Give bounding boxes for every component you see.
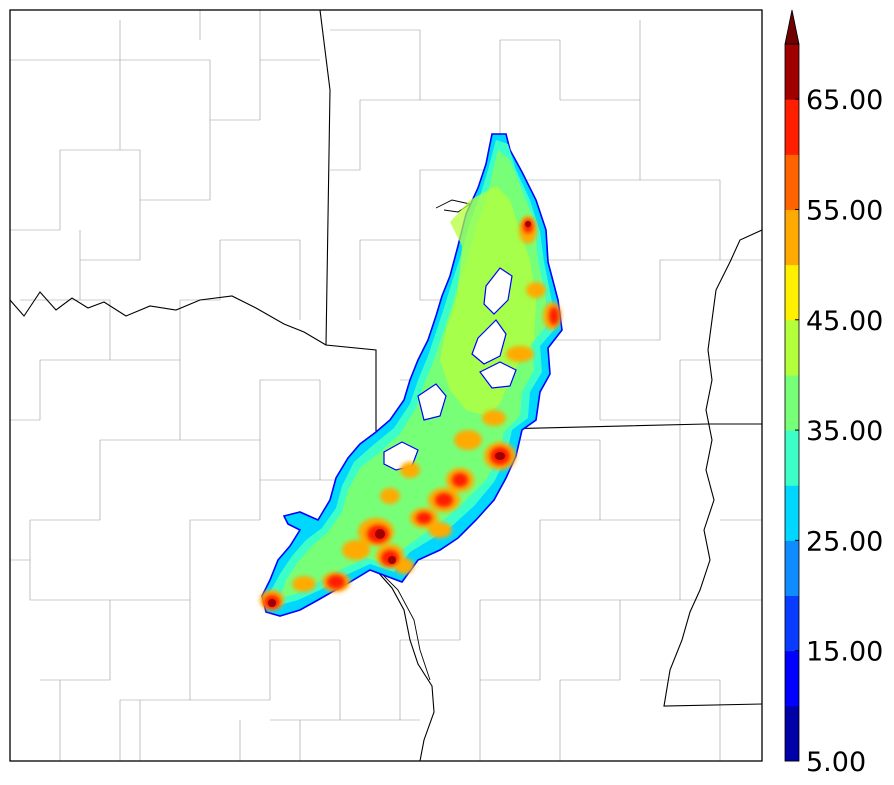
state-borders bbox=[10, 10, 762, 761]
swath-gap bbox=[417, 383, 447, 421]
colorbar-extend-arrow bbox=[784, 9, 800, 45]
colorbar-segment bbox=[785, 705, 799, 762]
colorbar-tick-label: 45.00 bbox=[806, 306, 883, 337]
map-background bbox=[10, 10, 762, 761]
colorbar-tick-label: 35.00 bbox=[806, 416, 883, 447]
colorbar-segment bbox=[785, 650, 799, 707]
colorbar-segment bbox=[785, 44, 799, 100]
swath-gap bbox=[471, 319, 507, 365]
swath-gap bbox=[479, 361, 517, 389]
colorbar-segment bbox=[785, 99, 799, 155]
colorbar-segment bbox=[785, 595, 799, 652]
swath-gap bbox=[483, 267, 513, 315]
colorbar-tick-label: 25.00 bbox=[806, 526, 883, 557]
colorbar-segment bbox=[785, 319, 799, 376]
colorbar-segment bbox=[785, 540, 799, 597]
colorbar-segment bbox=[785, 485, 799, 541]
colorbar-segment bbox=[785, 430, 799, 486]
colorbar-segment bbox=[785, 154, 799, 210]
colorbar-segment bbox=[785, 374, 799, 431]
map-frame bbox=[9, 9, 763, 762]
colorbar-tick-label: 55.00 bbox=[806, 195, 883, 226]
colorbar: 5.00 15.00 25.00 35.00 45.00 55.00 65.00 bbox=[784, 9, 883, 778]
colorbar-frame bbox=[784, 43, 800, 762]
colorbar-tick-label: 5.00 bbox=[806, 747, 866, 778]
colorbar-tick-label: 15.00 bbox=[806, 637, 883, 668]
colorbar-segment bbox=[785, 264, 799, 321]
colorbar-segment bbox=[785, 209, 799, 266]
colorbar-tick-label: 65.00 bbox=[806, 85, 883, 116]
map-panel bbox=[9, 9, 763, 762]
reflectivity-swath bbox=[260, 133, 563, 617]
storm-cores bbox=[260, 216, 561, 610]
county-borders bbox=[10, 10, 762, 761]
